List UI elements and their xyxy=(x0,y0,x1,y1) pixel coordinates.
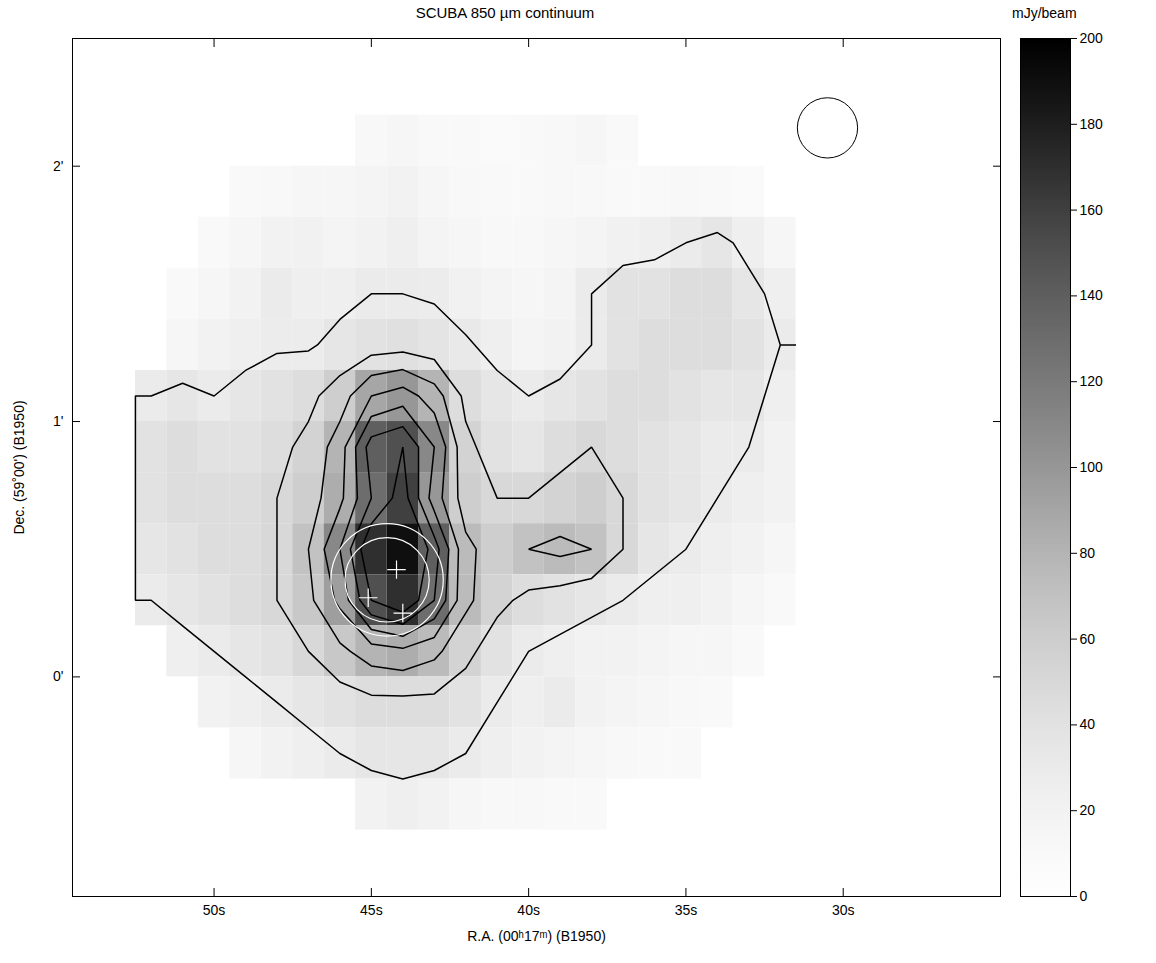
html-text:SCUBA 850 µm continuum: SCUBA 850 µm continuum xyxy=(415,4,595,21)
svg-text:45s: 45s xyxy=(360,902,383,918)
svg-text:200: 200 xyxy=(1080,30,1104,46)
svg-text:0': 0' xyxy=(53,668,63,684)
svg-text:50s: 50s xyxy=(203,902,226,918)
svg-text:2': 2' xyxy=(53,158,63,174)
svg-text:60: 60 xyxy=(1080,631,1096,647)
svg-text:R.A. (00ʰ17ᵐ) (B1950): R.A. (00ʰ17ᵐ) (B1950) xyxy=(467,928,606,944)
svg-text:100: 100 xyxy=(1080,459,1104,475)
svg-text:40s: 40s xyxy=(517,902,540,918)
html-text:mJy/beam: mJy/beam xyxy=(1012,5,1077,21)
svg-text:120: 120 xyxy=(1080,373,1104,389)
svg-text:40: 40 xyxy=(1080,716,1096,732)
svg-text:180: 180 xyxy=(1080,116,1104,132)
svg-text:0: 0 xyxy=(1080,888,1088,904)
svg-text:80: 80 xyxy=(1080,545,1096,561)
svg-text:160: 160 xyxy=(1080,202,1104,218)
svg-text:1': 1' xyxy=(53,413,63,429)
svg-text:140: 140 xyxy=(1080,287,1104,303)
svg-text:35s: 35s xyxy=(675,902,698,918)
svg-text:Dec. (59˚00') (B1950): Dec. (59˚00') (B1950) xyxy=(11,400,27,534)
svg-text:20: 20 xyxy=(1080,802,1096,818)
svg-text:30s: 30s xyxy=(832,902,855,918)
